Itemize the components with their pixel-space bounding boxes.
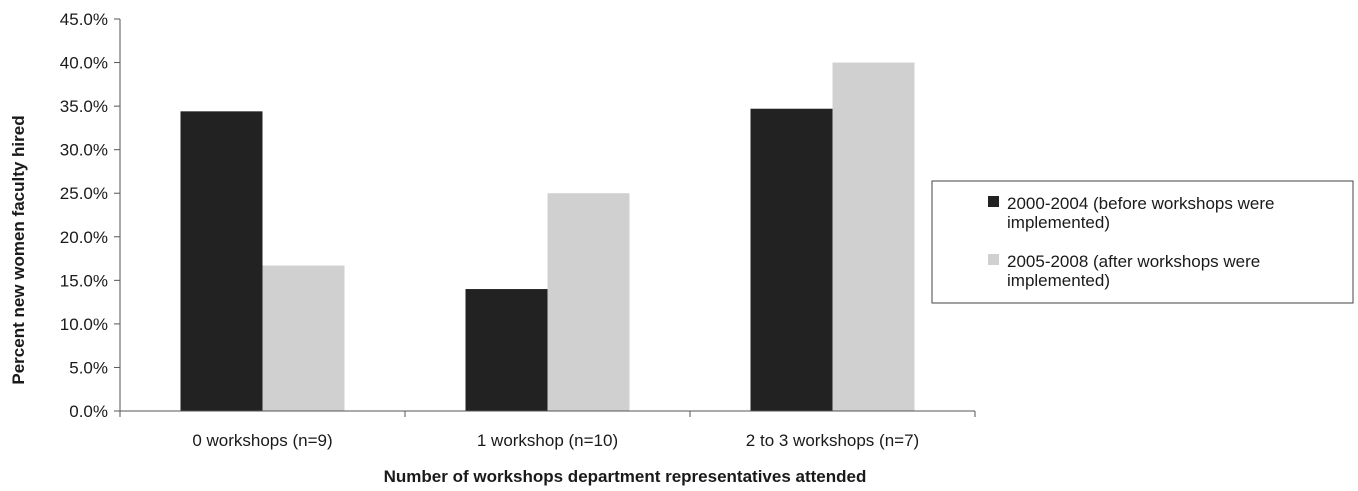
bar-series-1-cat-3 (750, 108, 833, 412)
y-axis: 0.0% 5.0% 10.0% 15.0% 20.0% 25.0% 30.0% 35.0% 40… (60, 10, 121, 421)
legend-swatch-2 (988, 254, 999, 265)
legend-label-1: 2000-2004 (before workshops were implemen… (1007, 194, 1274, 232)
y-tick-label: 10.0% (60, 315, 108, 334)
y-tick-label: 20.0% (60, 228, 108, 247)
bar-series-2-cat-1 (262, 265, 345, 411)
y-tick-label: 15.0% (60, 271, 108, 290)
bar-series-2-cat-3 (832, 62, 915, 412)
plot-area (180, 62, 915, 412)
legend-box (931, 180, 1354, 304)
x-axis: 0 workshops (n=9) 1 workshop (n=10) 2 to 3… (119, 410, 976, 450)
y-tick-label: 0.0% (69, 402, 108, 421)
bar-series-1-cat-2 (465, 289, 548, 411)
y-tick-label: 40.0% (60, 54, 108, 73)
x-tick-label: 0 workshops (n=9) (192, 431, 332, 450)
bar-series-2-cat-2 (547, 193, 630, 411)
y-axis-title: Percent new women faculty hired (9, 115, 28, 384)
legend-label-2: 2005-2008 (after workshops were implement… (1007, 252, 1260, 290)
x-tick-label: 1 workshop (n=10) (477, 431, 618, 450)
y-tick-label: 35.0% (60, 97, 108, 116)
x-axis-title: Number of workshops department represent… (384, 467, 867, 486)
y-tick-label: 25.0% (60, 184, 108, 203)
y-tick-label: 5.0% (69, 358, 108, 377)
legend: 2000-2004 (before workshops were implemen… (931, 180, 1354, 304)
y-tick-label: 30.0% (60, 141, 108, 160)
x-tick-label: 2 to 3 workshops (n=7) (746, 431, 919, 450)
legend-swatch-1 (988, 196, 999, 207)
y-tick-label: 45.0% (60, 10, 108, 29)
bar-series-1-cat-1 (180, 111, 263, 412)
